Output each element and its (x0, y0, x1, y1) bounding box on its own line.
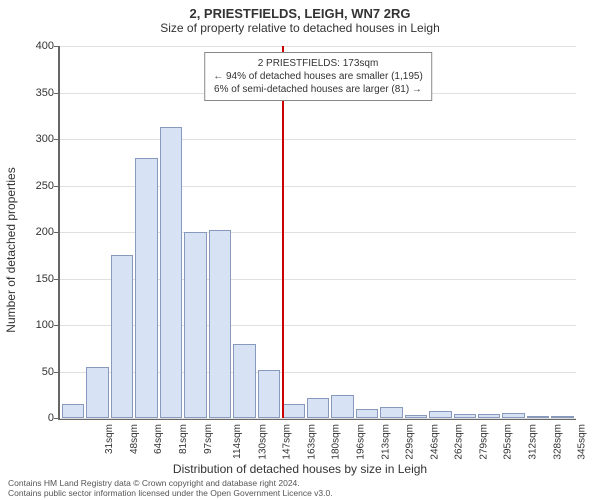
ytick-label: 250 (14, 180, 54, 192)
xtick-label: 48sqm (129, 424, 140, 454)
bar (160, 127, 182, 418)
annotation-box: 2 PRIESTFIELDS: 173sqm ← 94% of detached… (204, 52, 432, 101)
ytick-label: 0 (14, 412, 54, 424)
subtitle: Size of property relative to detached ho… (0, 21, 600, 39)
bar (86, 367, 108, 418)
footer-line2: Contains public sector information licen… (8, 489, 592, 498)
xtick-label: 147sqm (282, 424, 293, 460)
ytick-label: 350 (14, 87, 54, 99)
bar (209, 230, 231, 418)
bar (258, 370, 280, 418)
xtick-label: 196sqm (356, 424, 367, 460)
footer-attribution: Contains HM Land Registry data © Crown c… (8, 479, 592, 498)
xtick-label: 345sqm (577, 424, 588, 460)
bar (331, 395, 353, 418)
bar (62, 404, 84, 418)
bar (282, 404, 304, 418)
ytick-label: 100 (14, 319, 54, 331)
annotation-line1: 2 PRIESTFIELDS: 173sqm (213, 57, 423, 70)
bar (478, 414, 500, 418)
bar (356, 409, 378, 418)
gridline (60, 418, 576, 419)
bar (380, 407, 402, 418)
address-title: 2, PRIESTFIELDS, LEIGH, WN7 2RG (0, 0, 600, 21)
bar (527, 416, 549, 418)
ytick-label: 400 (14, 40, 54, 52)
xtick-label: 229sqm (405, 424, 416, 460)
ytick-label: 50 (14, 366, 54, 378)
annotation-line2: ← 94% of detached houses are smaller (1,… (213, 70, 423, 83)
xtick-label: 97sqm (203, 424, 214, 454)
xtick-label: 163sqm (306, 424, 317, 460)
bar (135, 158, 157, 418)
xtick-label: 295sqm (503, 424, 514, 460)
bars-container (60, 46, 576, 418)
bar (111, 255, 133, 418)
bar (233, 344, 255, 418)
xtick-label: 312sqm (528, 424, 539, 460)
xtick-label: 31sqm (104, 424, 115, 454)
histogram-plot: 2 PRIESTFIELDS: 173sqm ← 94% of detached… (58, 46, 576, 420)
xtick-label: 114sqm (232, 424, 243, 459)
xtick-label: 180sqm (331, 424, 342, 460)
xtick-label: 246sqm (429, 424, 440, 460)
xtick-label: 279sqm (478, 424, 489, 460)
annotation-line3: 6% of semi-detached houses are larger (8… (213, 83, 423, 96)
bar (454, 414, 476, 418)
ytick-label: 300 (14, 133, 54, 145)
ytick-label: 200 (14, 226, 54, 238)
bar (502, 413, 524, 418)
xtick-label: 130sqm (257, 424, 268, 460)
reference-line (282, 46, 284, 418)
y-axis-label: Number of detached properties (4, 100, 18, 400)
xtick-label: 262sqm (454, 424, 465, 460)
ytick-mark (54, 418, 60, 419)
xtick-label: 213sqm (380, 424, 391, 460)
bar (307, 398, 329, 418)
bar (551, 416, 573, 418)
xtick-label: 64sqm (153, 424, 164, 454)
ytick-label: 150 (14, 273, 54, 285)
x-axis-label: Distribution of detached houses by size … (0, 462, 600, 476)
bar (184, 232, 206, 418)
bar (429, 411, 451, 418)
xtick-label: 81sqm (178, 424, 189, 454)
bar (405, 415, 427, 418)
xtick-label: 328sqm (552, 424, 563, 460)
